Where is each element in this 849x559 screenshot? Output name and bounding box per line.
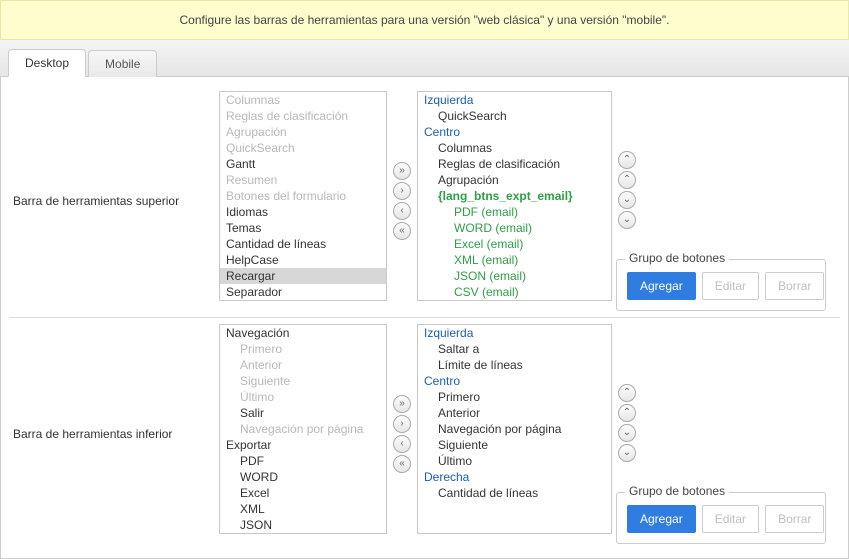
move-top-icon[interactable]: ⌃ bbox=[618, 384, 636, 402]
list-item[interactable]: Anterior bbox=[220, 357, 386, 373]
move-down-icon[interactable]: ⌄ bbox=[618, 191, 636, 209]
move-all-right-icon[interactable]: » bbox=[393, 162, 411, 180]
list-item[interactable]: Siguiente bbox=[220, 373, 386, 389]
list-item[interactable]: Primero bbox=[220, 341, 386, 357]
move-top-icon[interactable]: ⌃ bbox=[618, 151, 636, 169]
move-up-icon[interactable]: ⌃ bbox=[618, 171, 636, 189]
list-item[interactable]: Navegación por página bbox=[220, 421, 386, 437]
list-item[interactable]: Resumen bbox=[220, 172, 386, 188]
move-right-icon[interactable]: › bbox=[393, 182, 411, 200]
move-up-icon[interactable]: ⌃ bbox=[618, 404, 636, 422]
list-item[interactable]: CSV bbox=[220, 533, 386, 534]
bottom-target-list[interactable]: IzquierdaSaltar aLímite de líneasCentroP… bbox=[417, 324, 612, 534]
move-bottom-icon[interactable]: ⌄ bbox=[618, 444, 636, 462]
list-item[interactable]: Agrupación bbox=[220, 124, 386, 140]
tab-mobile[interactable]: Mobile bbox=[88, 50, 157, 77]
list-item[interactable]: Excel bbox=[220, 485, 386, 501]
list-item[interactable]: JSON (email) bbox=[418, 268, 611, 284]
tab-desktop[interactable]: Desktop bbox=[8, 49, 86, 77]
list-item[interactable]: Navegación bbox=[220, 325, 386, 341]
list-item[interactable]: Derecha bbox=[418, 469, 611, 485]
list-item[interactable]: RTF (email) bbox=[418, 300, 611, 301]
top-button-group-box: Grupo de botones Agregar Editar Borrar bbox=[616, 259, 826, 311]
row-bottom-label: Barra de herramientas inferior bbox=[9, 324, 219, 544]
list-item[interactable]: Cantidad de líneas bbox=[418, 485, 611, 501]
list-item[interactable]: -------------------------- bbox=[220, 300, 386, 301]
move-all-right-icon[interactable]: » bbox=[393, 395, 411, 413]
panel-desktop: Barra de herramientas superior ColumnasR… bbox=[0, 77, 849, 559]
list-item[interactable]: Reglas de clasificación bbox=[418, 156, 611, 172]
top-move-buttons: » › ‹ « bbox=[387, 91, 417, 311]
delete-button[interactable]: Borrar bbox=[765, 272, 824, 300]
list-item[interactable]: Separador bbox=[220, 284, 386, 300]
list-item[interactable]: Recargar bbox=[220, 268, 386, 284]
edit-button[interactable]: Editar bbox=[702, 505, 759, 533]
list-item[interactable]: Cantidad de líneas bbox=[220, 236, 386, 252]
list-item[interactable]: PDF bbox=[220, 453, 386, 469]
list-item[interactable]: XML bbox=[220, 501, 386, 517]
list-item[interactable]: Exportar bbox=[220, 437, 386, 453]
list-item[interactable]: Agrupación bbox=[418, 172, 611, 188]
move-right-icon[interactable]: › bbox=[393, 415, 411, 433]
list-item[interactable]: Último bbox=[220, 389, 386, 405]
list-item[interactable]: Idiomas bbox=[220, 204, 386, 220]
move-all-left-icon[interactable]: « bbox=[393, 455, 411, 473]
list-item[interactable]: Límite de líneas bbox=[418, 357, 611, 373]
bottom-move-buttons: » › ‹ « bbox=[387, 324, 417, 544]
list-item[interactable]: Navegación por página bbox=[418, 421, 611, 437]
list-item[interactable]: JSON bbox=[220, 517, 386, 533]
list-item[interactable]: Saltar a bbox=[418, 341, 611, 357]
move-all-left-icon[interactable]: « bbox=[393, 222, 411, 240]
info-banner: Configure las barras de herramientas par… bbox=[0, 0, 849, 40]
move-left-icon[interactable]: ‹ bbox=[393, 435, 411, 453]
top-source-list[interactable]: ColumnasReglas de clasificaciónAgrupació… bbox=[219, 91, 387, 301]
list-item[interactable]: Centro bbox=[418, 124, 611, 140]
list-item[interactable]: QuickSearch bbox=[418, 108, 611, 124]
list-item[interactable]: {lang_btns_expt_email} bbox=[418, 188, 611, 204]
row-bottom-toolbar: Barra de herramientas inferior Navegació… bbox=[9, 318, 840, 550]
list-item[interactable]: Centro bbox=[418, 373, 611, 389]
delete-button[interactable]: Borrar bbox=[765, 505, 824, 533]
list-item[interactable]: Excel (email) bbox=[418, 236, 611, 252]
list-item[interactable]: Izquierda bbox=[418, 325, 611, 341]
bottom-button-group-box: Grupo de botones Agregar Editar Borrar bbox=[616, 492, 826, 544]
list-item[interactable]: Reglas de clasificación bbox=[220, 108, 386, 124]
list-item[interactable]: Último bbox=[418, 453, 611, 469]
list-item[interactable]: Salir bbox=[220, 405, 386, 421]
move-down-icon[interactable]: ⌄ bbox=[618, 424, 636, 442]
list-item[interactable]: WORD (email) bbox=[418, 220, 611, 236]
list-item[interactable]: WORD bbox=[220, 469, 386, 485]
list-item[interactable]: Primero bbox=[418, 389, 611, 405]
list-item[interactable]: Siguiente bbox=[418, 437, 611, 453]
list-item[interactable]: CSV (email) bbox=[418, 284, 611, 300]
list-item[interactable]: PDF (email) bbox=[418, 204, 611, 220]
row-top-label: Barra de herramientas superior bbox=[9, 91, 219, 311]
list-item[interactable]: Izquierda bbox=[418, 92, 611, 108]
move-bottom-icon[interactable]: ⌄ bbox=[618, 211, 636, 229]
edit-button[interactable]: Editar bbox=[702, 272, 759, 300]
move-left-icon[interactable]: ‹ bbox=[393, 202, 411, 220]
row-top-toolbar: Barra de herramientas superior ColumnasR… bbox=[9, 85, 840, 318]
bottom-order-buttons: ⌃ ⌃ ⌄ ⌄ bbox=[612, 324, 826, 462]
list-item[interactable]: Botones del formulario bbox=[220, 188, 386, 204]
list-item[interactable]: Gantt bbox=[220, 156, 386, 172]
top-target-list[interactable]: IzquierdaQuickSearchCentroColumnasReglas… bbox=[417, 91, 612, 301]
top-order-buttons: ⌃ ⌃ ⌄ ⌄ bbox=[612, 91, 826, 229]
add-button[interactable]: Agregar bbox=[627, 505, 696, 533]
list-item[interactable]: Temas bbox=[220, 220, 386, 236]
list-item[interactable]: Columnas bbox=[220, 92, 386, 108]
group-legend: Grupo de botones bbox=[625, 251, 729, 265]
list-item[interactable]: QuickSearch bbox=[220, 140, 386, 156]
tab-bar: Desktop Mobile bbox=[0, 40, 849, 77]
add-button[interactable]: Agregar bbox=[627, 272, 696, 300]
list-item[interactable]: HelpCase bbox=[220, 252, 386, 268]
list-item[interactable]: Anterior bbox=[418, 405, 611, 421]
group-legend: Grupo de botones bbox=[625, 484, 729, 498]
list-item[interactable]: Columnas bbox=[418, 140, 611, 156]
bottom-source-list[interactable]: NavegaciónPrimeroAnteriorSiguienteÚltimo… bbox=[219, 324, 387, 534]
list-item[interactable]: XML (email) bbox=[418, 252, 611, 268]
